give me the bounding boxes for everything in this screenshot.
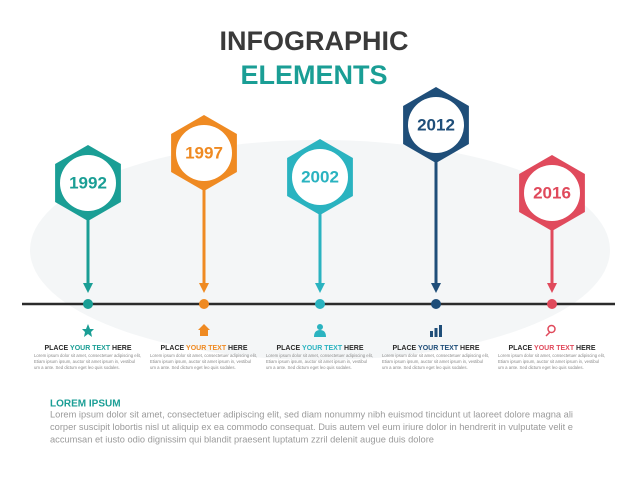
heading-part: HERE <box>226 345 248 352</box>
heading: PLACE YOUR TEXT HERE <box>276 345 363 352</box>
heading-part: PLACE <box>44 345 70 352</box>
arrow-head <box>199 283 209 293</box>
icon <box>198 324 210 336</box>
heading-part: YOUR TEXT <box>302 345 343 352</box>
arrow-head <box>547 283 557 293</box>
year: 2002 <box>301 167 339 186</box>
body-line: um a ante. Sed dictum eget leo quis soda… <box>498 365 584 370</box>
body-line: um a ante. Sed dictum eget leo quis soda… <box>382 365 468 370</box>
body-line: Etiam ipsum ipsum, auctor sit amet ipsum… <box>498 359 599 364</box>
heading-part: PLACE <box>276 345 302 352</box>
footer-line: accumsan et iusto odio dignissim qui bla… <box>50 434 434 444</box>
year: 2012 <box>417 115 455 134</box>
timeline-dot <box>431 299 441 309</box>
heading-part: HERE <box>458 345 480 352</box>
heading: PLACE YOUR TEXT HERE <box>160 345 247 352</box>
icon <box>545 324 556 337</box>
heading-part: HERE <box>574 345 596 352</box>
body-line: Lorem ipsum dolor sit amet, consectetuer… <box>498 353 605 358</box>
icon <box>430 325 442 337</box>
heading: PLACE YOUR TEXT HERE <box>508 345 595 352</box>
hexagon-inner <box>292 149 348 205</box>
icon <box>314 324 326 337</box>
body-line: Lorem ipsum dolor sit amet, consectetuer… <box>150 353 257 358</box>
heading-part: PLACE <box>508 345 534 352</box>
heading-part: YOUR TEXT <box>418 345 459 352</box>
body-line: Lorem ipsum dolor sit amet, consectetuer… <box>266 353 373 358</box>
arrow-head <box>315 283 325 293</box>
heading-part: YOUR TEXT <box>186 345 227 352</box>
hexagon-inner <box>176 125 232 181</box>
timeline-dot <box>83 299 93 309</box>
heading-part: HERE <box>342 345 364 352</box>
title: INFOGRAPHIC <box>220 26 409 56</box>
heading-part: PLACE <box>160 345 186 352</box>
year: 1997 <box>185 143 223 162</box>
timeline-dot <box>199 299 209 309</box>
subtitle: ELEMENTS <box>240 60 387 90</box>
footer-line: corper suscipit lobortis nisl ut aliquip… <box>50 422 573 432</box>
heading-part: PLACE <box>392 345 418 352</box>
body-line: Etiam ipsum ipsum, auctor sit amet ipsum… <box>150 359 251 364</box>
body-line: Lorem ipsum dolor sit amet, consectetuer… <box>382 353 489 358</box>
year: 2016 <box>533 183 571 202</box>
body-line: Lorem ipsum dolor sit amet, consectetuer… <box>34 353 141 358</box>
footer-line: Lorem ipsum dolor sit amet, consectetuer… <box>50 409 573 419</box>
hexagon-inner <box>524 165 580 221</box>
timeline-dot <box>547 299 557 309</box>
body-line: Etiam ipsum ipsum, auctor sit amet ipsum… <box>266 359 367 364</box>
timeline-dot <box>315 299 325 309</box>
body-line: um a ante. Sed dictum eget leo quis soda… <box>266 365 352 370</box>
year: 1992 <box>69 173 107 192</box>
icon <box>82 324 94 337</box>
heading-part: YOUR TEXT <box>70 345 111 352</box>
body-line: Etiam ipsum ipsum, auctor sit amet ipsum… <box>34 359 135 364</box>
footer: Lorem ipsum dolor sit amet, consectetuer… <box>50 409 573 444</box>
body-line: Etiam ipsum ipsum, auctor sit amet ipsum… <box>382 359 483 364</box>
heading: PLACE YOUR TEXT HERE <box>44 345 131 352</box>
body-line: um a ante. Sed dictum eget leo quis soda… <box>150 365 236 370</box>
heading: PLACE YOUR TEXT HERE <box>392 345 479 352</box>
arrow-head <box>431 283 441 293</box>
arrow-head <box>83 283 93 293</box>
hexagon-inner <box>408 97 464 153</box>
heading-part: YOUR TEXT <box>534 345 575 352</box>
hexagon-inner <box>60 155 116 211</box>
heading-part: HERE <box>110 345 132 352</box>
footer-heading: LOREM IPSUM <box>50 399 121 410</box>
body-line: um a ante. Sed dictum eget leo quis soda… <box>34 365 120 370</box>
